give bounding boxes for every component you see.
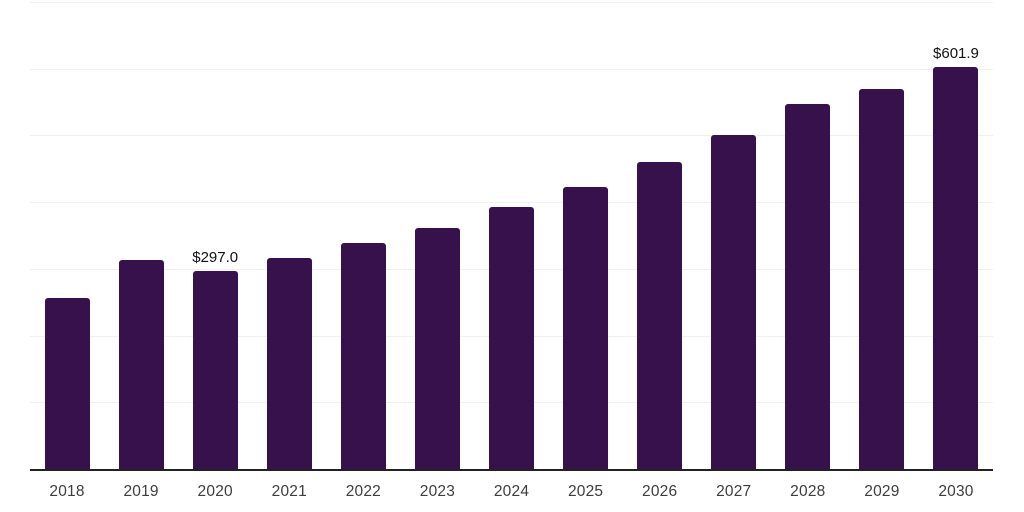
bar-2021 [266,258,312,469]
bar-slot-2020: $297.0 [178,2,252,469]
gridline-400 [30,202,993,204]
bar-2028 [785,104,831,469]
bar-slot-2023 [400,2,474,469]
bar-slot-2029 [845,2,919,469]
bar-slot-2024 [474,2,548,469]
x-tick-2023: 2023 [419,483,456,500]
x-tick-2025: 2025 [567,483,604,500]
bar-slot-2025 [549,2,623,469]
x-tick-2030: 2030 [938,483,974,500]
bar-slot-2022 [326,2,400,469]
x-tick-2029: 2029 [864,483,900,500]
bar-2024 [489,207,534,469]
bar-2019 [118,259,164,469]
bar-2026 [637,162,683,469]
bar-2022 [340,242,386,469]
bar-slot-2030: $601.9 [919,2,993,469]
bar-slot-2027 [697,2,771,469]
gridline-500 [30,135,993,137]
bar-slot-2026 [623,2,697,469]
bar-2029 [859,88,905,469]
data-label-2030: $601.9 [933,45,979,63]
plot-area: $297.0 $601.9 [30,2,993,471]
bar-2030: $601.9 [933,45,979,469]
bars-row: $297.0 $601.9 [30,2,993,469]
bar-2025 [563,186,609,469]
bar-slot-2028 [771,2,845,469]
x-tick-2021: 2021 [271,483,307,500]
data-label-2020: $297.0 [192,248,239,266]
x-tick-2027: 2027 [716,483,752,500]
x-tick-2019: 2019 [123,483,159,500]
x-tick-2022: 2022 [345,483,381,500]
bar-2027 [711,135,757,469]
x-axis-line [30,469,993,471]
x-tick-2020: 2020 [197,483,233,500]
x-tick-2028: 2028 [790,483,826,500]
x-axis-labels: 2018 2019 2020 2021 2022 2023 2024 2025 2026 2027… [30,483,993,501]
bar-2023 [414,227,460,469]
x-tick-2026: 2026 [642,483,678,500]
bar-2020: $297.0 [192,249,238,469]
bar-2018 [44,297,90,469]
gridline-700 [30,2,993,3]
x-tick-2024: 2024 [493,483,530,500]
bar-slot-2018 [30,2,104,469]
gridline-600 [30,68,993,70]
x-tick-2018: 2018 [49,483,85,500]
bar-slot-2019 [104,2,178,469]
bar-slot-2021 [252,2,326,469]
